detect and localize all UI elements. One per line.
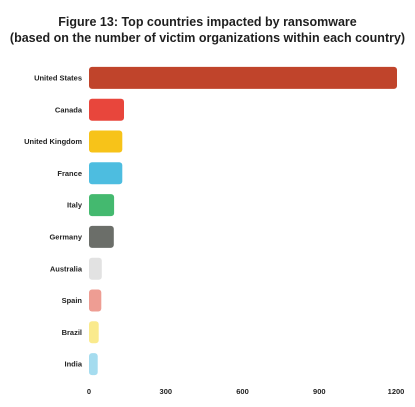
category-label-australia: Australia xyxy=(50,264,83,273)
x-tick-label-900: 900 xyxy=(313,387,326,396)
x-tick-label-300: 300 xyxy=(160,387,173,396)
bar-spain xyxy=(89,289,102,312)
chart-subtitle: (based on the number of victim organizat… xyxy=(9,31,406,45)
chart-title: Figure 13: Top countries impacted by ran… xyxy=(58,15,357,29)
bar-united-states xyxy=(89,66,397,89)
bar-canada xyxy=(89,98,124,121)
category-label-united-kingdom: United Kingdom xyxy=(24,137,82,146)
category-label-brazil: Brazil xyxy=(62,328,82,337)
category-label-united-states: United States xyxy=(34,74,82,83)
category-label-spain: Spain xyxy=(62,296,83,305)
bar-australia xyxy=(89,257,102,280)
category-label-italy: Italy xyxy=(67,201,83,210)
category-label-canada: Canada xyxy=(55,105,83,114)
x-tick-label-600: 600 xyxy=(236,387,249,396)
category-label-germany: Germany xyxy=(49,233,82,242)
bar-united-kingdom xyxy=(89,130,123,153)
bar-brazil xyxy=(89,321,99,344)
bar-france xyxy=(89,162,123,185)
x-tick-label-1200: 1200 xyxy=(388,387,405,396)
category-label-france: France xyxy=(57,169,82,178)
bar-germany xyxy=(89,225,114,248)
bar-india xyxy=(89,353,98,376)
category-label-india: India xyxy=(64,360,82,369)
x-tick-label-0: 0 xyxy=(87,387,91,396)
bar-italy xyxy=(89,194,115,217)
